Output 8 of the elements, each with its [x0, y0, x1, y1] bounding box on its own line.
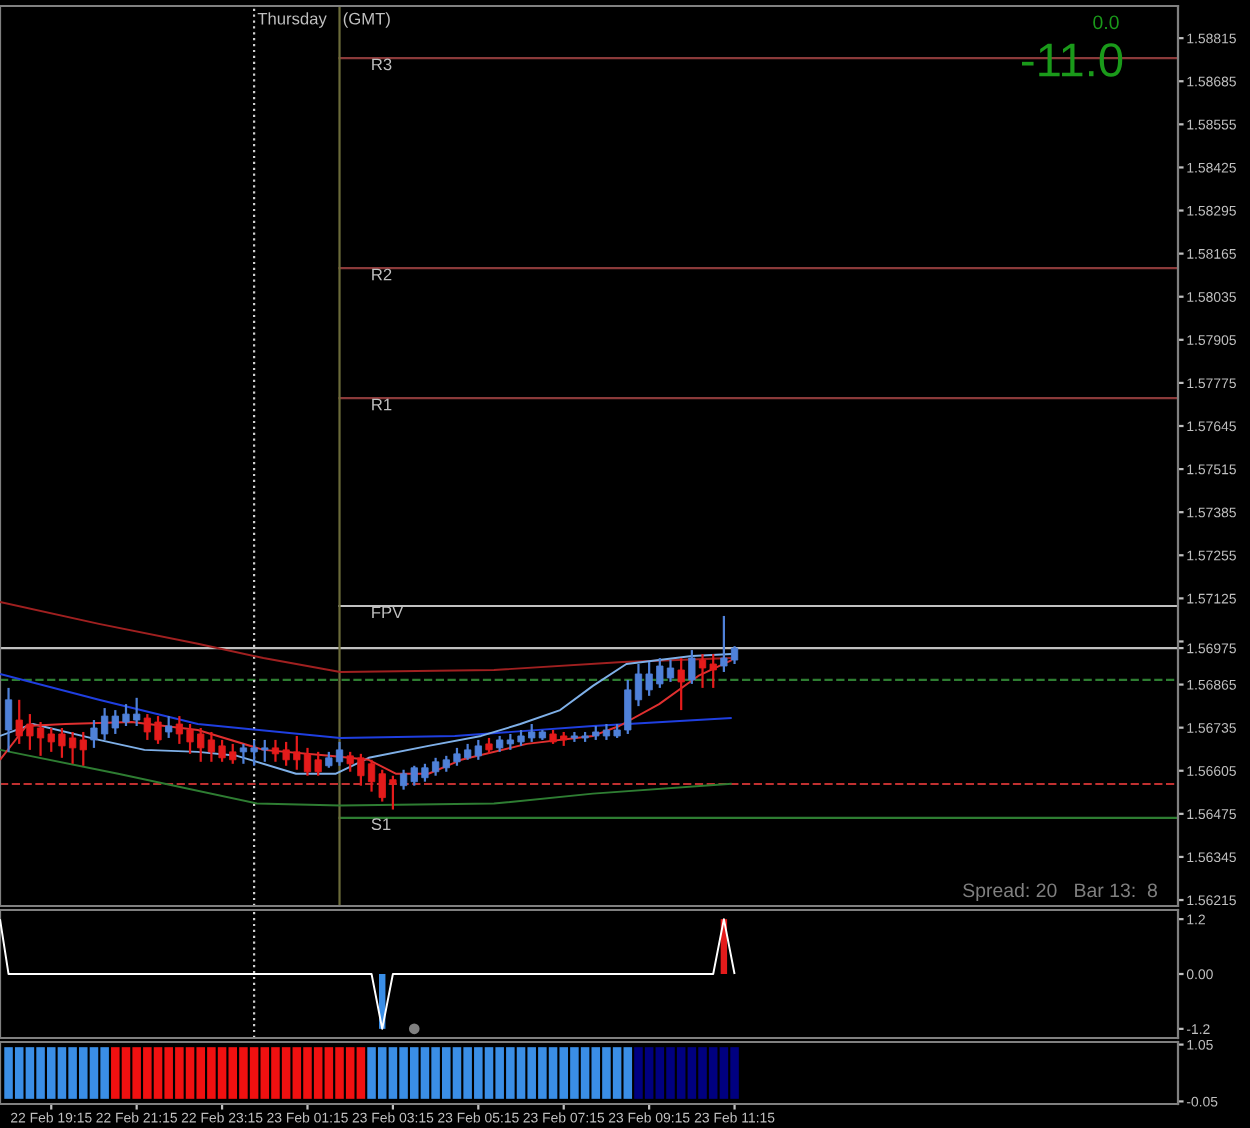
- ref-line-label: (GMT): [343, 12, 390, 28]
- ref-line-label: Thursday: [257, 12, 327, 28]
- annotation: Spread: 20 Bar 13: 8: [963, 882, 1157, 902]
- ref-line-label: R2: [372, 268, 392, 281]
- ref-line-label: R3: [372, 58, 392, 71]
- ref-line-label: S1: [371, 818, 391, 831]
- ref-line-label: R1: [372, 398, 392, 411]
- annotation: 0.0: [1093, 15, 1119, 30]
